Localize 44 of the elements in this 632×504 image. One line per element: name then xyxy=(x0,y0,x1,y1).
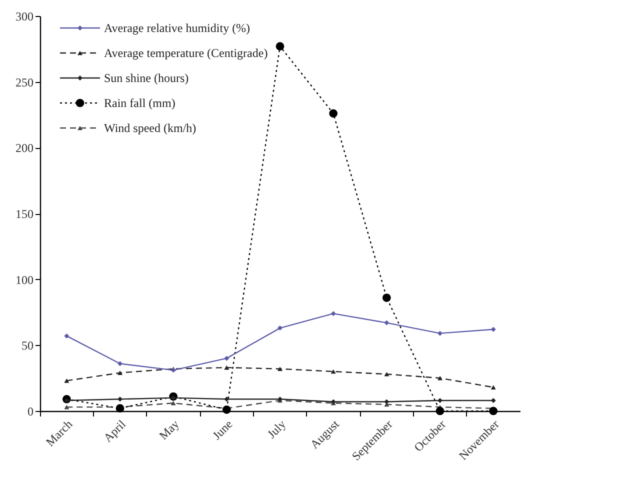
point xyxy=(490,385,496,390)
point xyxy=(222,406,231,414)
point xyxy=(438,398,442,403)
point xyxy=(382,294,391,302)
point xyxy=(329,109,338,118)
point xyxy=(64,333,70,338)
point xyxy=(278,366,282,372)
point xyxy=(116,404,124,413)
point xyxy=(384,320,390,326)
point xyxy=(384,372,390,376)
point xyxy=(490,326,496,332)
y-tick-label: 300 xyxy=(16,10,34,24)
point xyxy=(118,370,122,375)
point xyxy=(224,356,230,361)
point xyxy=(224,365,230,370)
point xyxy=(64,404,70,410)
point xyxy=(170,400,176,406)
point xyxy=(330,311,336,316)
point xyxy=(436,406,444,416)
point xyxy=(330,369,336,374)
x-tick-label: May xyxy=(156,417,182,443)
x-tick-label: July xyxy=(264,417,288,442)
point xyxy=(278,326,282,331)
point xyxy=(384,399,390,404)
point xyxy=(489,406,498,416)
legend-label: Average relative humidity (%) xyxy=(104,21,250,35)
legend-label: Wind speed (km/h) xyxy=(104,121,196,135)
y-tick-label: 200 xyxy=(16,141,34,156)
point xyxy=(438,330,442,336)
y-tick-label: 100 xyxy=(16,272,34,287)
point xyxy=(490,398,496,403)
legend-label: Average temperature (Centigrade) xyxy=(104,46,268,60)
y-tick-label: 150 xyxy=(16,207,34,221)
point xyxy=(64,378,70,383)
legend-label: Rain fall (mm) xyxy=(104,96,176,110)
point xyxy=(224,396,230,402)
y-tick-label: 50 xyxy=(22,338,34,353)
legend-label: Sun shine (hours) xyxy=(104,71,189,85)
point xyxy=(118,396,122,402)
y-tick-label: 250 xyxy=(16,75,34,90)
y-tick-label: 0 xyxy=(28,404,34,418)
x-tick-label: June xyxy=(210,417,236,443)
point xyxy=(276,42,284,50)
point xyxy=(118,361,122,366)
